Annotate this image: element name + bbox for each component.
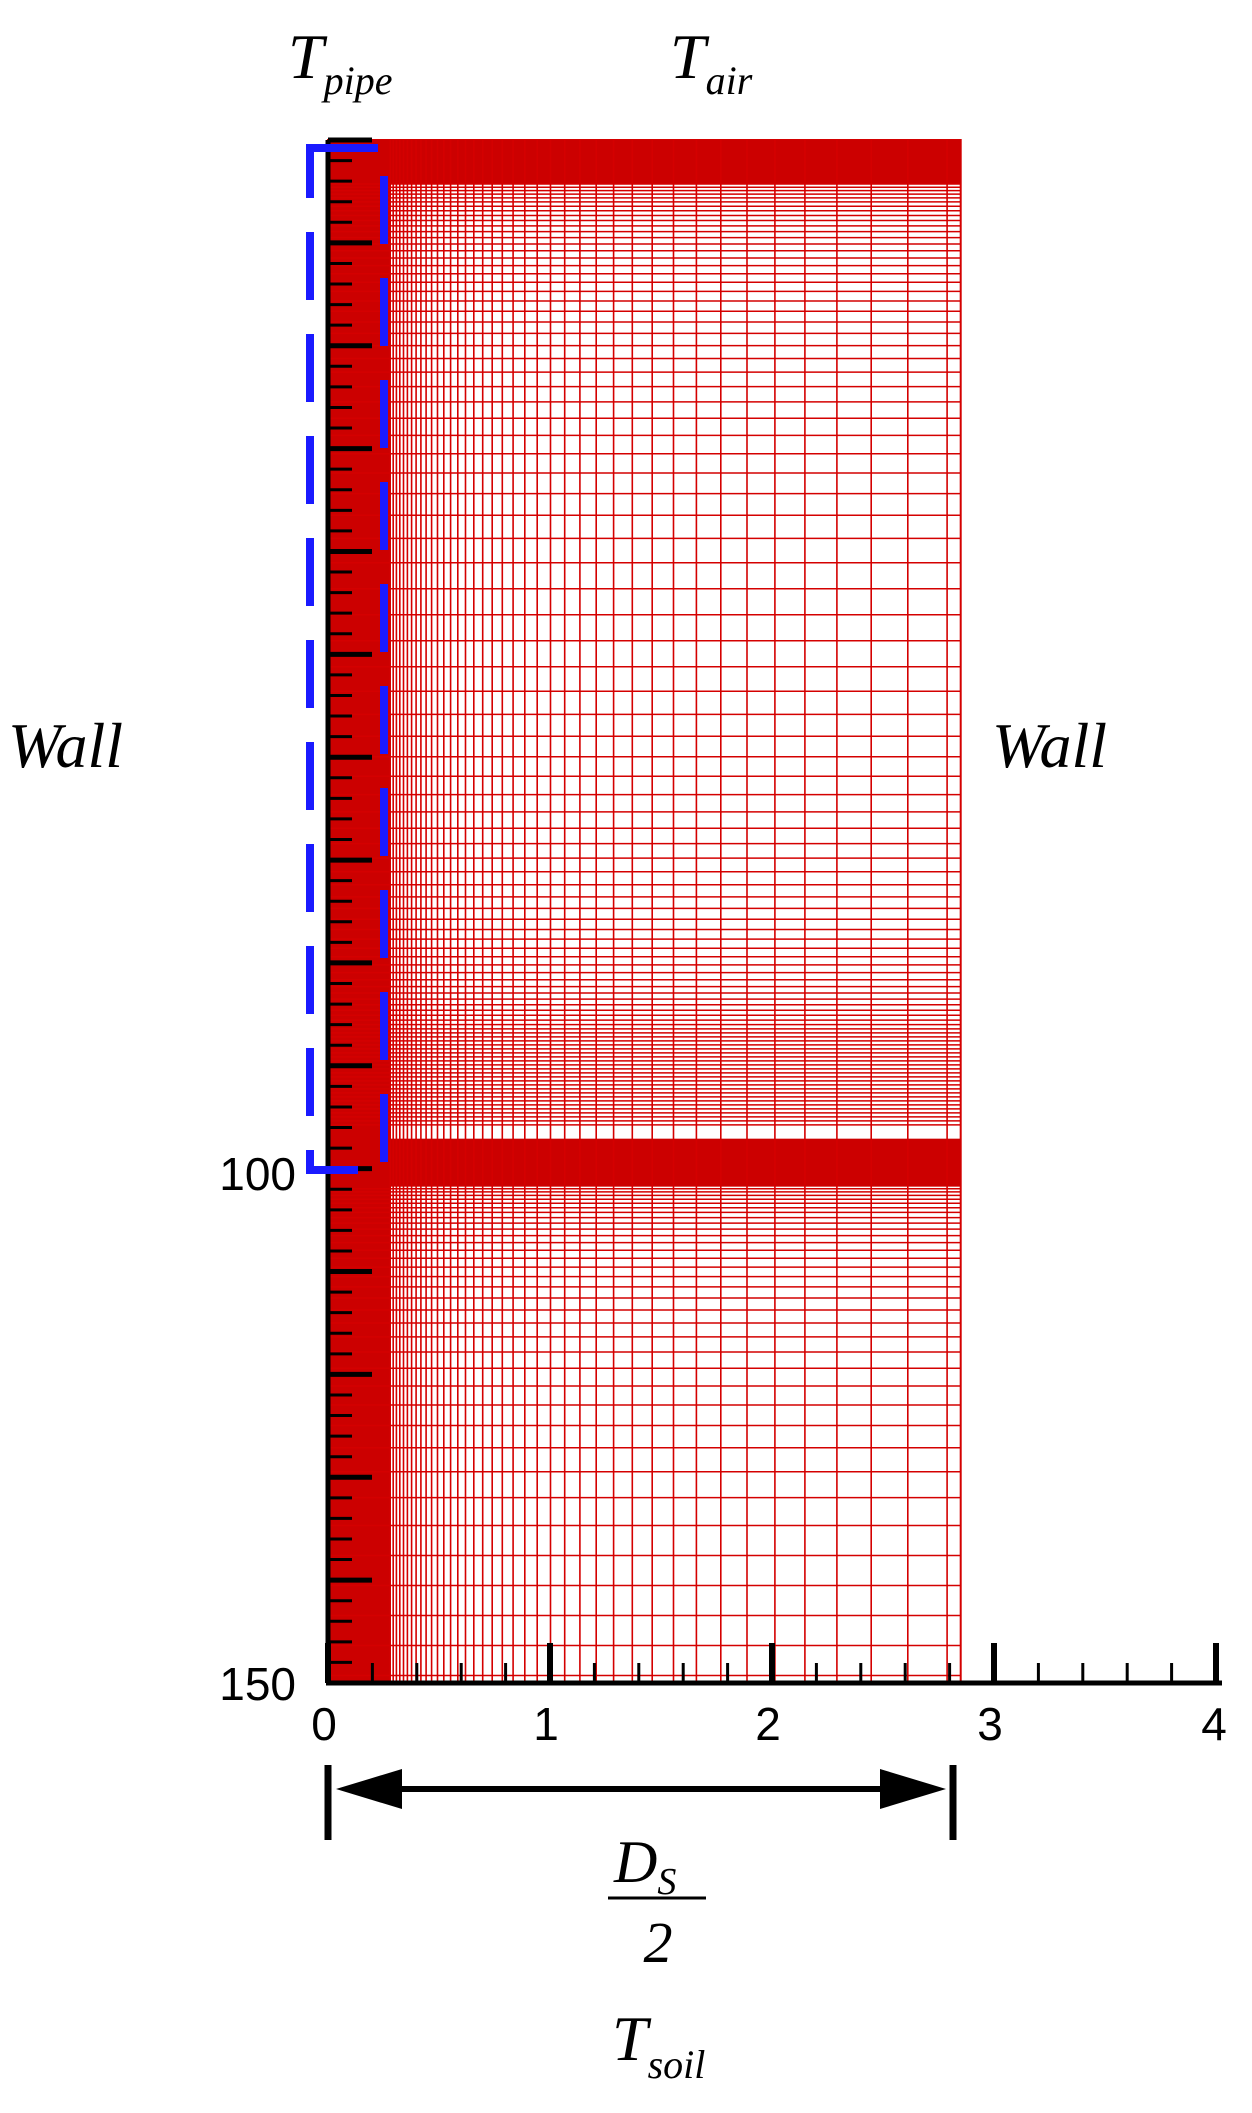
t-pipe-label: Tpipe — [288, 21, 392, 103]
dense-band-top — [328, 140, 961, 184]
mesh-vertical-lines — [389, 140, 948, 1683]
t-soil-main: T — [612, 2003, 652, 2074]
y-axis-ticks — [328, 137, 372, 1686]
mesh-horizontal-lines — [328, 183, 961, 1677]
t-pipe-main: T — [288, 21, 328, 92]
y-tick-label-100: 100 — [219, 1148, 296, 1200]
wall-left-label: Wall — [8, 710, 123, 781]
t-air-main: T — [670, 21, 710, 92]
x-tick-label-3: 3 — [977, 1698, 1003, 1750]
pipe-region-highlight — [306, 144, 388, 1174]
x-axis-ticks — [325, 1643, 1219, 1683]
t-air-label: Tair — [670, 21, 753, 103]
t-soil-sub: soil — [648, 2042, 706, 2087]
t-air-sub: air — [706, 58, 753, 103]
x-tick-label-1: 1 — [533, 1698, 559, 1750]
ds-sub: S — [657, 1861, 676, 1903]
dim-arrow-right-head — [880, 1769, 946, 1809]
t-pipe-sub: pipe — [321, 58, 393, 103]
ds-numerator: DS — [613, 1829, 676, 1903]
wall-right-label: Wall — [992, 710, 1107, 781]
t-soil-label: Tsoil — [612, 2003, 705, 2087]
y-tick-label-150: 150 — [219, 1658, 296, 1710]
dense-band-100 — [328, 1138, 961, 1187]
ds-main: D — [613, 1829, 657, 1895]
x-tick-label-0: 0 — [311, 1698, 337, 1750]
dim-arrow-left-head — [336, 1769, 402, 1809]
x-tick-label-4: 4 — [1201, 1698, 1227, 1750]
ds-denominator: 2 — [644, 1910, 673, 1975]
x-tick-label-2: 2 — [755, 1698, 781, 1750]
